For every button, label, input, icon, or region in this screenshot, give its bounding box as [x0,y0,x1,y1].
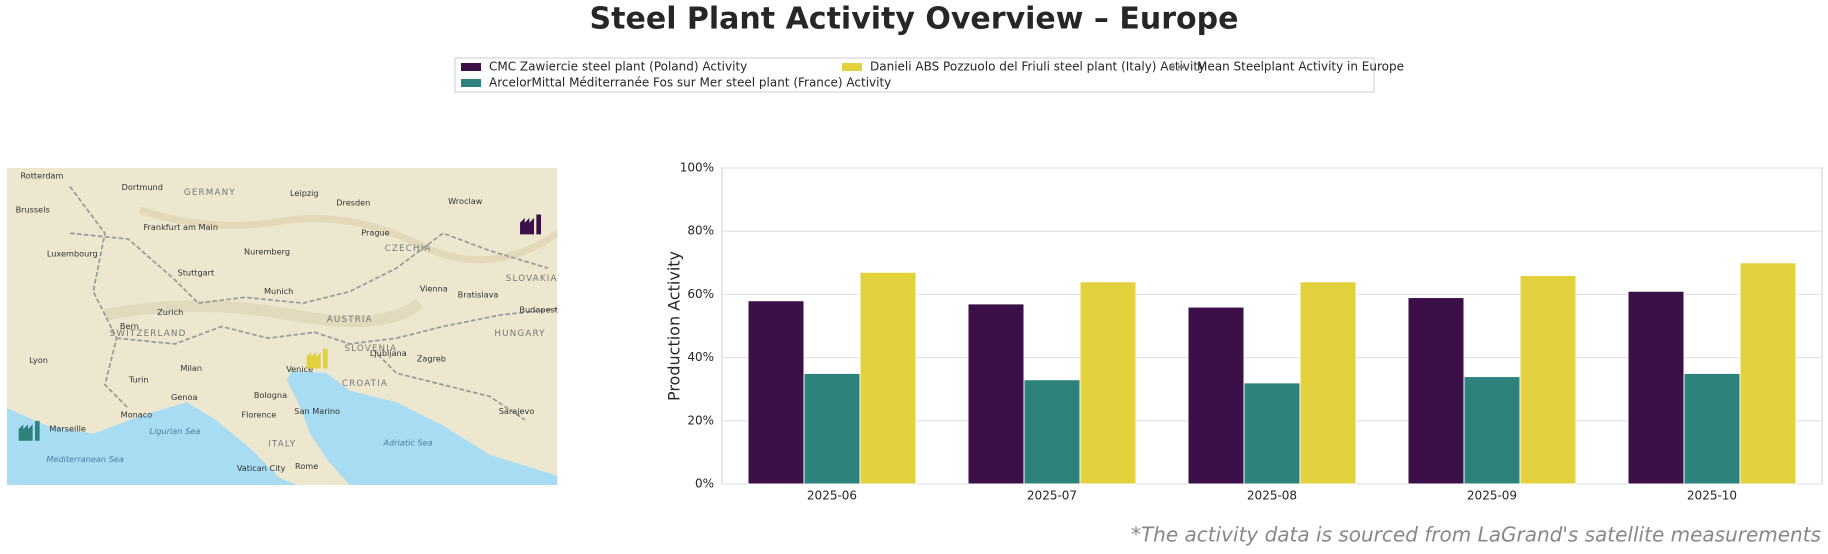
map-label: Munich [264,286,293,296]
y-tick-label: 60% [687,287,714,301]
bar [803,372,861,485]
map-terrain [138,206,558,264]
bar [747,300,805,485]
map-label: Frankfurt am Main [143,222,218,232]
map-label: SLOVENIA [344,344,397,354]
map-label: Zagreb [417,354,446,364]
map-label: Monaco [121,410,153,420]
plant-marker [18,420,40,441]
bar [1023,379,1081,485]
map-label: Zurich [157,307,183,317]
map-label: Ligurian Sea [150,426,201,436]
legend-label: CMC Zawiercie steel plant (Poland) Activ… [489,60,747,74]
y-tick-label: 20% [687,413,714,427]
map-label: Bern [120,321,139,331]
map-label: Rotterdam [20,171,63,181]
map-label: Vatican City [237,463,286,473]
map-label: Turin [128,375,149,385]
map-label: SWITZERLAND [110,329,187,339]
bar [1683,372,1741,485]
bar [1463,376,1521,485]
map-label: Budapest [519,305,558,315]
map-label: Leipzig [290,188,319,198]
bar [967,303,1025,485]
map-border [69,186,129,409]
legend-swatch [461,79,481,87]
map-label: Adriatic Sea [383,438,433,448]
bar [1299,281,1357,485]
map-label: CROATIA [342,379,388,389]
map-label: CZECHIA [385,244,432,254]
y-tick-label: 40% [687,350,714,364]
map: GERMANY CZECHIA AUSTRIA SWITZERLAND SLOVENIA… [6,167,558,486]
footnote: *The activity data is sourced from LaGra… [1131,523,1821,547]
map-label: San Marino [294,406,340,416]
x-tick-label: 2025-07 [1027,489,1077,503]
map-sea [6,402,298,486]
map-label: Vienna [420,284,448,294]
map-border [372,349,526,421]
legend-box [454,57,1375,93]
map-label: Mediterranean Sea [46,454,124,464]
map-label: Nuremberg [244,246,290,256]
map-label: Marseille [49,424,85,434]
map-terrain [103,298,424,328]
x-tick-label: 2025-06 [807,489,857,503]
map-label: Brussels [16,204,50,214]
map-label: Bratislava [458,289,499,299]
legend-label: ArcelorMittal Méditerranée Fos sur Mer s… [489,76,891,90]
map-label: Venice [286,364,313,374]
legend-label: Mean Steelplant Activity in Europe [1197,60,1404,74]
map-label: Prague [361,228,390,238]
legend-swatch [461,63,481,71]
legend-label: Danieli ABS Pozzuolo del Friuli steel pl… [870,60,1205,74]
title: Steel Plant Activity Overview – Europe [590,2,1239,37]
map-label: ITALY [268,440,296,450]
plant-marker [520,214,542,235]
map-label: Dortmund [122,182,163,192]
map-label: Ljubljana [370,348,407,358]
y-tick-label: 80% [687,224,714,238]
map-label: Florence [241,410,276,420]
map-label: AUSTRIA [327,315,373,325]
map-label: Stuttgart [178,267,215,277]
legend-swatch [842,63,862,71]
bar [1079,281,1137,485]
legend: CMC Zawiercie steel plant (Poland) Activ… [454,57,1404,93]
map-label: Luxembourg [47,249,98,259]
map-label: Genoa [171,392,198,402]
x-tick-label: 2025-10 [1687,489,1737,503]
x-tick-label: 2025-09 [1467,489,1517,503]
map-border [116,308,558,345]
map-markers [18,214,542,441]
bar [1627,290,1685,485]
map-label: Wroclaw [448,196,483,206]
map-labels: GERMANY CZECHIA AUSTRIA SWITZERLAND SLOVENIA… [16,171,558,474]
map-sea [286,370,558,486]
y-tick-label: 0% [695,477,714,491]
bar [1243,382,1301,485]
map-label: Milan [180,363,202,373]
map-label: Rome [295,461,318,471]
bar [859,271,917,485]
map-label: Bologna [254,390,287,400]
bar [1739,262,1797,485]
map-label: Sarajevo [499,406,535,416]
y-tick-label: 100% [680,161,714,175]
bar [1187,306,1245,485]
bar [1407,297,1465,485]
y-axis-label: Production Activity [665,251,684,401]
map-label: Dresden [336,197,370,207]
map-label: SLOVAKIA [506,274,558,284]
map-label: GERMANY [184,188,236,198]
map-label: Lyon [29,355,48,365]
map-label: HUNGARY [494,329,545,339]
bar [1519,274,1577,485]
map-border [69,232,549,305]
x-tick-label: 2025-08 [1247,489,1297,503]
plant-marker [306,348,328,369]
